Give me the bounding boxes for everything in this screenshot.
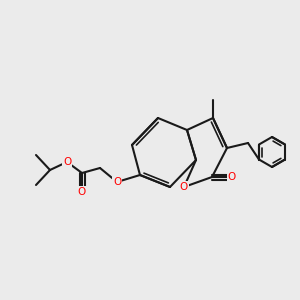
Text: O: O [78,187,86,197]
Text: O: O [63,157,71,167]
Text: O: O [113,177,121,187]
Text: O: O [180,182,188,192]
Text: O: O [228,172,236,182]
